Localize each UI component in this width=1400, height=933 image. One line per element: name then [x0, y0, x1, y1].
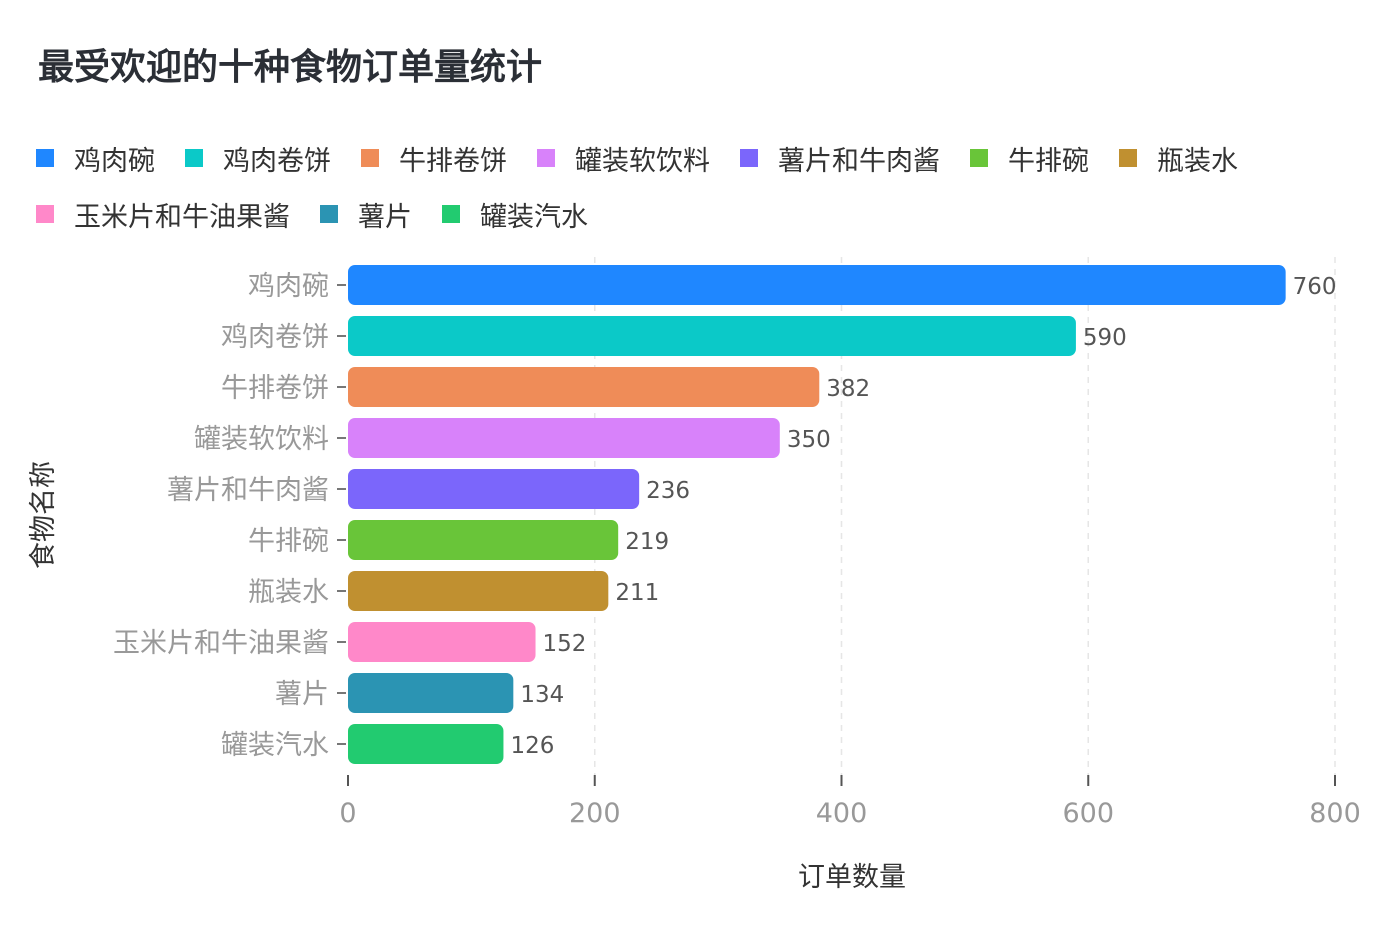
bar[interactable]: [348, 673, 514, 713]
legend-swatch: [36, 205, 54, 223]
legend-swatch: [185, 149, 203, 167]
legend-swatch: [537, 149, 555, 167]
legend-swatch: [442, 205, 460, 223]
y-axis-label: 食物名称: [28, 461, 59, 569]
legend-label: 鸡肉卷饼: [223, 145, 331, 177]
bars: 760 590 382 350 236 219 211 152 134 126: [348, 265, 1337, 764]
legend-label: 玉米片和牛油果酱: [74, 201, 290, 233]
legend-swatch: [36, 149, 54, 167]
legend-item[interactable]: 鸡肉卷饼: [185, 139, 331, 178]
bar-value-label: 134: [520, 682, 564, 708]
bar[interactable]: [348, 367, 820, 407]
legend-item[interactable]: 薯片和牛肉酱: [740, 139, 940, 178]
legend-swatch: [970, 149, 988, 167]
bar[interactable]: [348, 316, 1076, 356]
legend-label: 罐装汽水: [480, 201, 588, 233]
legend-swatch: [361, 149, 379, 167]
x-tick-label: 400: [816, 798, 868, 829]
bar-value-label: 236: [646, 478, 690, 504]
y-tick-label: 鸡肉卷饼: [221, 322, 329, 353]
x-tick-label: 200: [569, 798, 621, 829]
bar-value-label: 211: [615, 580, 659, 606]
y-tick-label: 牛排卷饼: [221, 373, 329, 404]
x-tick-label: 0: [339, 798, 356, 829]
bar[interactable]: [348, 418, 780, 458]
bar[interactable]: [348, 520, 619, 560]
bar[interactable]: [348, 724, 504, 764]
legend-item[interactable]: 罐装软饮料: [537, 139, 710, 178]
legend-swatch: [740, 149, 758, 167]
legend-item[interactable]: 牛排碗: [970, 139, 1089, 178]
legend-item[interactable]: 瓶装水: [1119, 139, 1238, 178]
legend-row: 鸡肉碗 鸡肉卷饼 牛排卷饼 罐装软饮料 薯片和牛肉酱 牛排碗 瓶装水: [36, 130, 1336, 186]
legend-label: 牛排碗: [1008, 145, 1089, 177]
bar-value-label: 350: [787, 427, 831, 453]
bar[interactable]: [348, 622, 536, 662]
legend-item[interactable]: 罐装汽水: [442, 195, 588, 234]
y-tick-label: 薯片: [275, 679, 329, 710]
legend-label: 罐装软饮料: [575, 145, 710, 177]
x-axis-label: 订单数量: [798, 862, 906, 893]
y-tick-label: 鸡肉碗: [248, 271, 329, 302]
bar-value-label: 126: [510, 733, 554, 759]
x-tick-label: 800: [1309, 798, 1361, 829]
y-tick-label: 罐装汽水: [221, 730, 329, 761]
bar-value-label: 219: [625, 529, 669, 555]
x-tick-label: 600: [1062, 798, 1114, 829]
y-tick-label: 玉米片和牛油果酱: [113, 628, 329, 659]
legend-label: 薯片: [358, 201, 412, 233]
y-tick-label: 牛排碗: [248, 526, 329, 557]
bar[interactable]: [348, 469, 640, 509]
legend-label: 薯片和牛肉酱: [778, 145, 940, 177]
bar[interactable]: [348, 571, 609, 611]
legend-item[interactable]: 鸡肉碗: [36, 139, 155, 178]
legend-label: 瓶装水: [1157, 145, 1238, 177]
legend-item[interactable]: 薯片: [320, 195, 412, 234]
legend-label: 鸡肉碗: [74, 145, 155, 177]
bar[interactable]: [348, 265, 1286, 305]
y-tick-label: 薯片和牛肉酱: [167, 475, 329, 506]
legend-row: 玉米片和牛油果酱 薯片 罐装汽水: [36, 186, 1336, 242]
bar-value-label: 760: [1293, 274, 1337, 300]
legend-label: 牛排卷饼: [399, 145, 507, 177]
chart-title: 最受欢迎的十种食物订单量统计: [38, 47, 543, 88]
bar-value-label: 382: [826, 376, 870, 402]
bar-value-label: 152: [543, 631, 587, 657]
legend-swatch: [320, 205, 338, 223]
axes: 0 200 400 600 800 鸡肉碗鸡肉卷饼牛排卷饼罐装软饮料薯片和牛肉酱牛排碗瓶装…: [113, 271, 1361, 829]
chart-legend: 鸡肉碗 鸡肉卷饼 牛排卷饼 罐装软饮料 薯片和牛肉酱 牛排碗 瓶装水 玉米片和牛油果酱 薯片 罐…: [36, 130, 1336, 242]
y-tick-label: 瓶装水: [248, 577, 329, 608]
y-tick-label: 罐装软饮料: [194, 424, 329, 455]
legend-swatch: [1119, 149, 1137, 167]
bar-value-label: 590: [1083, 325, 1127, 351]
legend-item[interactable]: 牛排卷饼: [361, 139, 507, 178]
legend-item[interactable]: 玉米片和牛油果酱: [36, 195, 290, 234]
